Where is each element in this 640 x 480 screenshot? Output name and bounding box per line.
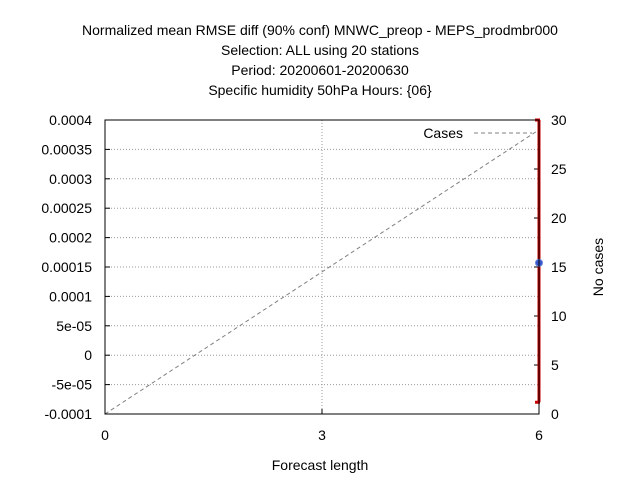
y-tick-label-5: 0.00015 xyxy=(41,259,92,275)
y2-tick-label-2: 10 xyxy=(551,308,567,324)
title-line-4: Specific humidity 50hPa Hours: {06} xyxy=(208,82,432,98)
title-line-1: Normalized mean RMSE diff (90% conf) MNW… xyxy=(82,22,558,38)
x-tick-label-1: 3 xyxy=(318,427,326,443)
legend: Cases xyxy=(423,125,532,141)
y2-tick-label-0: 0 xyxy=(551,406,559,422)
y-tick-label-3: 5e-05 xyxy=(56,318,92,334)
plot-frame xyxy=(104,119,540,415)
x-tick-label-2: 6 xyxy=(535,427,543,443)
y-axis-ticks: -0.0001 -5e-05 0 5e-05 0.0001 0.00015 0.0002 0.… xyxy=(41,112,110,422)
title-line-2: Selection: ALL using 20 stations xyxy=(221,42,419,58)
y2-tick-label-1: 5 xyxy=(551,357,559,373)
series-layer xyxy=(104,118,543,415)
chart-title: Normalized mean RMSE diff (90% conf) MNW… xyxy=(82,22,558,98)
legend-label-cases: Cases xyxy=(423,125,463,141)
y2-tick-label-4: 20 xyxy=(551,210,567,226)
y2-tick-label-6: 30 xyxy=(551,112,567,128)
y-tick-label-7: 0.00025 xyxy=(41,200,92,216)
grid-lines xyxy=(105,120,539,414)
y2-tick-label-5: 25 xyxy=(551,161,567,177)
y2-axis-title: No cases xyxy=(590,238,606,296)
y-tick-label-0: -0.0001 xyxy=(45,406,93,422)
y-tick-label-2: 0 xyxy=(84,347,92,363)
x-axis-title: Forecast length xyxy=(272,457,369,473)
title-line-3: Period: 20200601-20200630 xyxy=(231,62,409,78)
y-tick-label-9: 0.00035 xyxy=(41,141,92,157)
y2-tick-label-3: 15 xyxy=(551,259,567,275)
x-tick-label-0: 0 xyxy=(101,427,109,443)
y-tick-label-8: 0.0003 xyxy=(49,171,92,187)
y-tick-label-6: 0.0002 xyxy=(49,230,92,246)
y-tick-label-1: -5e-05 xyxy=(52,377,93,393)
series-cases-line xyxy=(104,129,540,415)
y2-axis-ticks: 0 5 10 15 20 25 30 xyxy=(534,112,567,422)
y-tick-label-4: 0.0001 xyxy=(49,288,92,304)
y-tick-label-10: 0.0004 xyxy=(49,112,92,128)
